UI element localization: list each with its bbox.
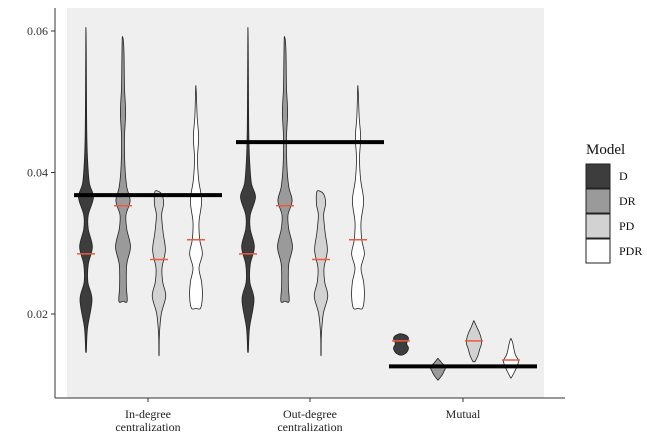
panel-bands [67, 8, 544, 398]
violin-pdr [351, 85, 365, 310]
category-band [67, 8, 229, 398]
legend-label: PD [619, 219, 635, 233]
violin-d [78, 27, 94, 353]
legend-label: D [619, 169, 628, 183]
x-axis-labels: In-degreecentralizationOut-degreecentral… [115, 398, 481, 434]
violins [77, 27, 520, 381]
legend-items: D DR PD PDR [585, 163, 642, 264]
legend: Model D DR PD PDR [585, 142, 642, 264]
y-tick-label: 0.04 [27, 166, 48, 180]
category-band [382, 8, 544, 398]
violin-dr [115, 36, 131, 303]
observed-lines [74, 140, 537, 369]
legend-swatch-pd [585, 213, 611, 239]
category-band [229, 8, 391, 398]
y-tick-label: 0.06 [27, 24, 48, 38]
legend-swatch-pdr [585, 238, 611, 264]
violin-dr [277, 36, 293, 303]
legend-swatch-d [585, 163, 611, 189]
x-category-label: Out-degree [283, 407, 337, 421]
x-category-label: Mutual [446, 407, 481, 421]
violin-d [240, 27, 256, 353]
legend-title: Model [586, 142, 625, 158]
legend-label: PDR [619, 244, 642, 258]
violin-pd [151, 190, 167, 357]
legend-swatch-dr [585, 188, 611, 214]
y-axis-ticks: 0.02 0.04 0.06 [27, 24, 55, 321]
violin-pd [313, 190, 329, 357]
x-category-label: In-degree [125, 407, 171, 421]
y-tick-label: 0.02 [27, 307, 48, 321]
x-category-label: centralization [115, 420, 180, 434]
violin-pdr [189, 85, 203, 310]
legend-label: DR [619, 194, 636, 208]
violin-d [393, 333, 409, 356]
x-category-label: centralization [277, 420, 342, 434]
